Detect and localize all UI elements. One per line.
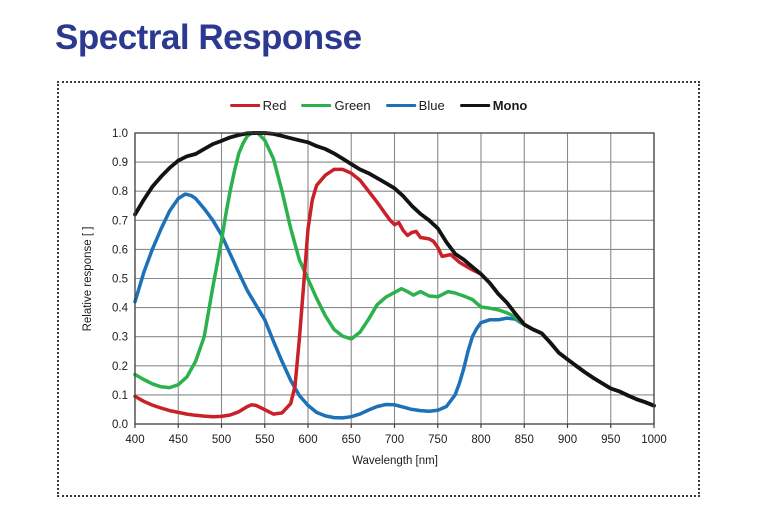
page-title: Spectral Response bbox=[55, 18, 362, 57]
legend-item-green: Green bbox=[301, 98, 371, 113]
x-tick-label-450: 450 bbox=[169, 434, 188, 446]
x-tick-label-800: 800 bbox=[471, 434, 490, 446]
legend-label-mono: Mono bbox=[492, 98, 528, 113]
x-tick-label-400: 400 bbox=[125, 434, 144, 446]
x-tick-label-600: 600 bbox=[298, 434, 317, 446]
axis-layer: 400 450 500 550 600 650 700 750 800 850 900 950 1000… bbox=[112, 128, 667, 446]
series-layer bbox=[133, 131, 656, 420]
legend-swatch-green bbox=[301, 103, 332, 108]
x-tick-label-850: 850 bbox=[515, 434, 534, 446]
x-tick-label-950: 950 bbox=[601, 434, 620, 446]
legend-label-blue: Blue bbox=[418, 98, 445, 113]
legend-swatch-red bbox=[229, 103, 260, 108]
x-tick-label-550: 550 bbox=[255, 434, 274, 446]
chart-frame: Red Green Blue Mono 400 450 500 550 600 650 70… bbox=[57, 81, 700, 497]
legend-item-mono: Mono bbox=[459, 98, 528, 113]
x-tick-label-1000: 1000 bbox=[641, 434, 667, 446]
y-tick-label-0.7: 0.7 bbox=[112, 215, 128, 227]
y-tick-label-0.2: 0.2 bbox=[112, 361, 128, 373]
x-tick-label-650: 650 bbox=[342, 434, 361, 446]
legend-item-red: Red bbox=[229, 98, 287, 113]
x-axis-title: Wavelength [nm] bbox=[352, 455, 438, 467]
y-tick-label-0.8: 0.8 bbox=[112, 186, 128, 198]
x-tick-label-750: 750 bbox=[428, 434, 447, 446]
x-tick-label-700: 700 bbox=[385, 434, 404, 446]
x-tick-label-500: 500 bbox=[212, 434, 231, 446]
x-tick-label-900: 900 bbox=[558, 434, 577, 446]
legend-swatch-mono bbox=[459, 103, 490, 108]
legend-swatch-blue bbox=[385, 103, 416, 108]
y-axis-title: Relative response [ ] bbox=[82, 227, 94, 332]
y-tick-label-0.5: 0.5 bbox=[112, 274, 128, 286]
legend-item-blue: Blue bbox=[385, 98, 445, 113]
legend-label-red: Red bbox=[262, 98, 287, 113]
series-line-mono bbox=[133, 131, 656, 408]
legend: Red Green Blue Mono bbox=[229, 98, 528, 113]
y-tick-label-1.0: 1.0 bbox=[112, 128, 128, 140]
legend-label-green: Green bbox=[334, 98, 371, 113]
y-tick-label-0.3: 0.3 bbox=[112, 332, 128, 344]
y-tick-label-0.6: 0.6 bbox=[112, 244, 128, 256]
y-tick-label-0.9: 0.9 bbox=[112, 157, 128, 169]
spectral-response-chart: 400 450 500 550 600 650 700 750 800 850 900 950 1000… bbox=[82, 128, 667, 467]
y-tick-label-0.0: 0.0 bbox=[112, 419, 128, 431]
y-tick-label-0.1: 0.1 bbox=[112, 390, 128, 402]
y-tick-label-0.4: 0.4 bbox=[112, 303, 129, 315]
